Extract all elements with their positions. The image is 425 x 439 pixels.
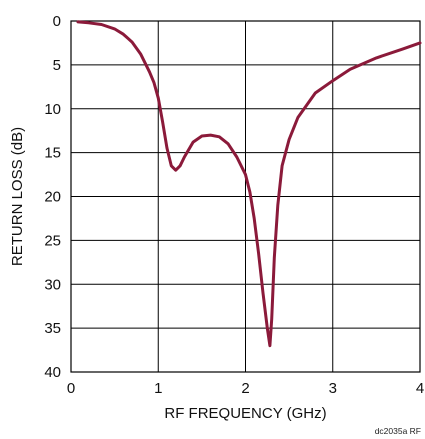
y-tick-label: 15	[44, 145, 61, 162]
figure-code: dc2035a RF	[375, 426, 421, 436]
series-line-return-loss	[76, 20, 422, 348]
y-tick-label: 20	[44, 189, 61, 206]
y-tick-label: 0	[53, 13, 61, 30]
y-tick-label: 30	[44, 276, 61, 293]
plot-frame	[70, 20, 421, 373]
x-tick-label: 1	[154, 380, 162, 397]
y-axis-tick-labels: 0 5 10 15 20 25 30 35 40	[44, 13, 61, 381]
y-tick-label: 40	[44, 364, 61, 381]
x-axis-tick-labels: 0 1 2 3 4	[67, 380, 424, 397]
y-tick-label: 5	[53, 57, 61, 74]
grid	[71, 21, 420, 372]
x-tick-label: 4	[416, 380, 424, 397]
y-tick-label: 35	[44, 320, 61, 337]
x-axis-label: RF FREQUENCY (GHz)	[164, 405, 326, 422]
y-tick-label: 10	[44, 101, 61, 118]
y-axis-label: RETURN LOSS (dB)	[9, 127, 26, 266]
y-tick-label: 25	[44, 232, 61, 249]
x-tick-label: 2	[241, 380, 249, 397]
x-tick-label: 3	[329, 380, 337, 397]
x-tick-label: 0	[67, 380, 75, 397]
